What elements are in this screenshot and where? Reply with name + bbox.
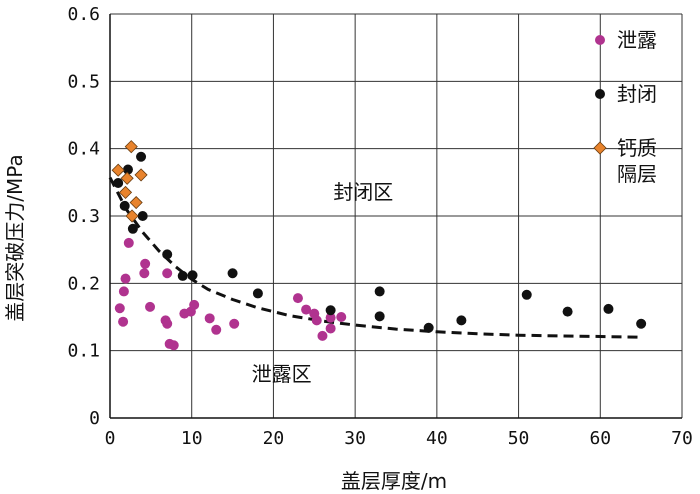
data-point-series-1 bbox=[177, 270, 188, 281]
data-point-series-0 bbox=[229, 318, 240, 329]
legend-marker bbox=[595, 35, 605, 45]
data-points bbox=[111, 140, 647, 351]
data-point-series-2 bbox=[111, 163, 125, 177]
data-point-series-0 bbox=[325, 323, 336, 334]
data-point-series-0 bbox=[162, 318, 173, 329]
y-axis-title: 盖层突破压力/MPa bbox=[3, 154, 27, 321]
data-point-series-1 bbox=[122, 164, 133, 175]
x-tick-label: 70 bbox=[671, 428, 693, 449]
data-point-series-0 bbox=[211, 324, 222, 335]
data-point-series-0 bbox=[118, 316, 129, 327]
y-tick-label: 0.3 bbox=[67, 206, 100, 227]
data-point-series-1 bbox=[162, 249, 173, 260]
data-point-series-0 bbox=[123, 237, 134, 248]
data-point-series-2 bbox=[129, 195, 143, 210]
x-tick-label: 30 bbox=[344, 428, 366, 449]
x-tick-labels: 0 10 20 30 40 50 60 70 bbox=[105, 428, 693, 449]
data-point-series-1 bbox=[252, 288, 263, 299]
data-point-series-0 bbox=[139, 268, 150, 279]
data-point-series-1 bbox=[136, 151, 147, 162]
legend-label-line: 隔层 bbox=[617, 162, 657, 186]
x-tick-label: 40 bbox=[426, 428, 448, 449]
x-tick-label: 60 bbox=[589, 428, 611, 449]
data-point-series-0 bbox=[301, 304, 312, 315]
data-point-series-1 bbox=[119, 200, 130, 211]
data-point-series-2 bbox=[125, 209, 139, 223]
legend-marker bbox=[595, 89, 605, 99]
region-label: 泄露区 bbox=[252, 362, 312, 386]
data-point-series-1 bbox=[127, 223, 138, 234]
data-point-series-1 bbox=[137, 211, 148, 221]
legend-label-line: 泄露 bbox=[617, 28, 657, 52]
data-point-series-1 bbox=[636, 318, 647, 329]
data-point-series-1 bbox=[456, 315, 467, 326]
legend-label-line: 封闭 bbox=[617, 82, 657, 106]
y-tick-label: 0.4 bbox=[67, 139, 100, 160]
data-point-series-0 bbox=[118, 286, 129, 297]
fit-curve bbox=[108, 176, 642, 339]
legend-label-line: 钙质 bbox=[617, 136, 657, 160]
grid-lines bbox=[109, 13, 683, 419]
y-tick-labels: 0 0.1 0.2 0.3 0.4 0.5 0.6 bbox=[67, 4, 100, 429]
data-point-series-1 bbox=[187, 270, 198, 281]
data-point-series-0 bbox=[140, 258, 151, 269]
x-axis-title: 盖层厚度/m bbox=[341, 469, 447, 493]
data-point-series-2 bbox=[124, 140, 138, 154]
data-point-series-1 bbox=[521, 289, 532, 300]
x-tick-label: 50 bbox=[508, 428, 530, 449]
data-point-series-0 bbox=[145, 301, 156, 312]
region-label: 封闭区 bbox=[333, 180, 393, 204]
legend-label: 封闭 bbox=[617, 82, 657, 106]
y-tick-label: 0.1 bbox=[67, 341, 100, 362]
axes bbox=[109, 14, 682, 419]
data-point-series-0 bbox=[292, 293, 303, 304]
y-tick-label: 0.5 bbox=[67, 71, 100, 92]
data-point-series-1 bbox=[374, 311, 385, 322]
data-point-series-0 bbox=[336, 312, 347, 322]
legend-label: 泄露 bbox=[617, 28, 657, 52]
data-point-series-0 bbox=[168, 340, 179, 351]
data-point-series-0 bbox=[162, 268, 173, 279]
data-point-series-1 bbox=[423, 322, 434, 333]
data-point-series-0 bbox=[114, 303, 125, 314]
data-point-series-0 bbox=[204, 313, 215, 324]
data-point-series-1 bbox=[374, 286, 385, 297]
data-point-series-0 bbox=[189, 299, 200, 310]
x-tick-label: 10 bbox=[181, 428, 203, 449]
data-point-series-1 bbox=[562, 306, 573, 317]
data-point-series-1 bbox=[113, 178, 124, 189]
x-tick-label: 20 bbox=[263, 428, 285, 449]
legend-label: 钙质隔层 bbox=[617, 136, 657, 186]
data-point-series-0 bbox=[317, 330, 328, 341]
y-tick-label: 0 bbox=[89, 408, 100, 429]
data-point-series-1 bbox=[325, 305, 336, 316]
fit-curve-line bbox=[108, 176, 642, 339]
data-point-series-0 bbox=[325, 312, 336, 323]
data-point-series-0 bbox=[311, 315, 322, 326]
data-point-series-1 bbox=[227, 268, 238, 279]
y-tick-label: 0.6 bbox=[67, 4, 100, 25]
data-point-series-2 bbox=[118, 185, 133, 199]
data-point-series-2 bbox=[134, 168, 148, 182]
data-point-series-0 bbox=[120, 273, 131, 284]
x-tick-label: 0 bbox=[105, 428, 116, 449]
data-point-series-1 bbox=[603, 303, 614, 314]
data-point-series-2 bbox=[120, 171, 134, 185]
y-tick-label: 0.2 bbox=[67, 273, 100, 294]
legend-marker bbox=[593, 141, 607, 155]
